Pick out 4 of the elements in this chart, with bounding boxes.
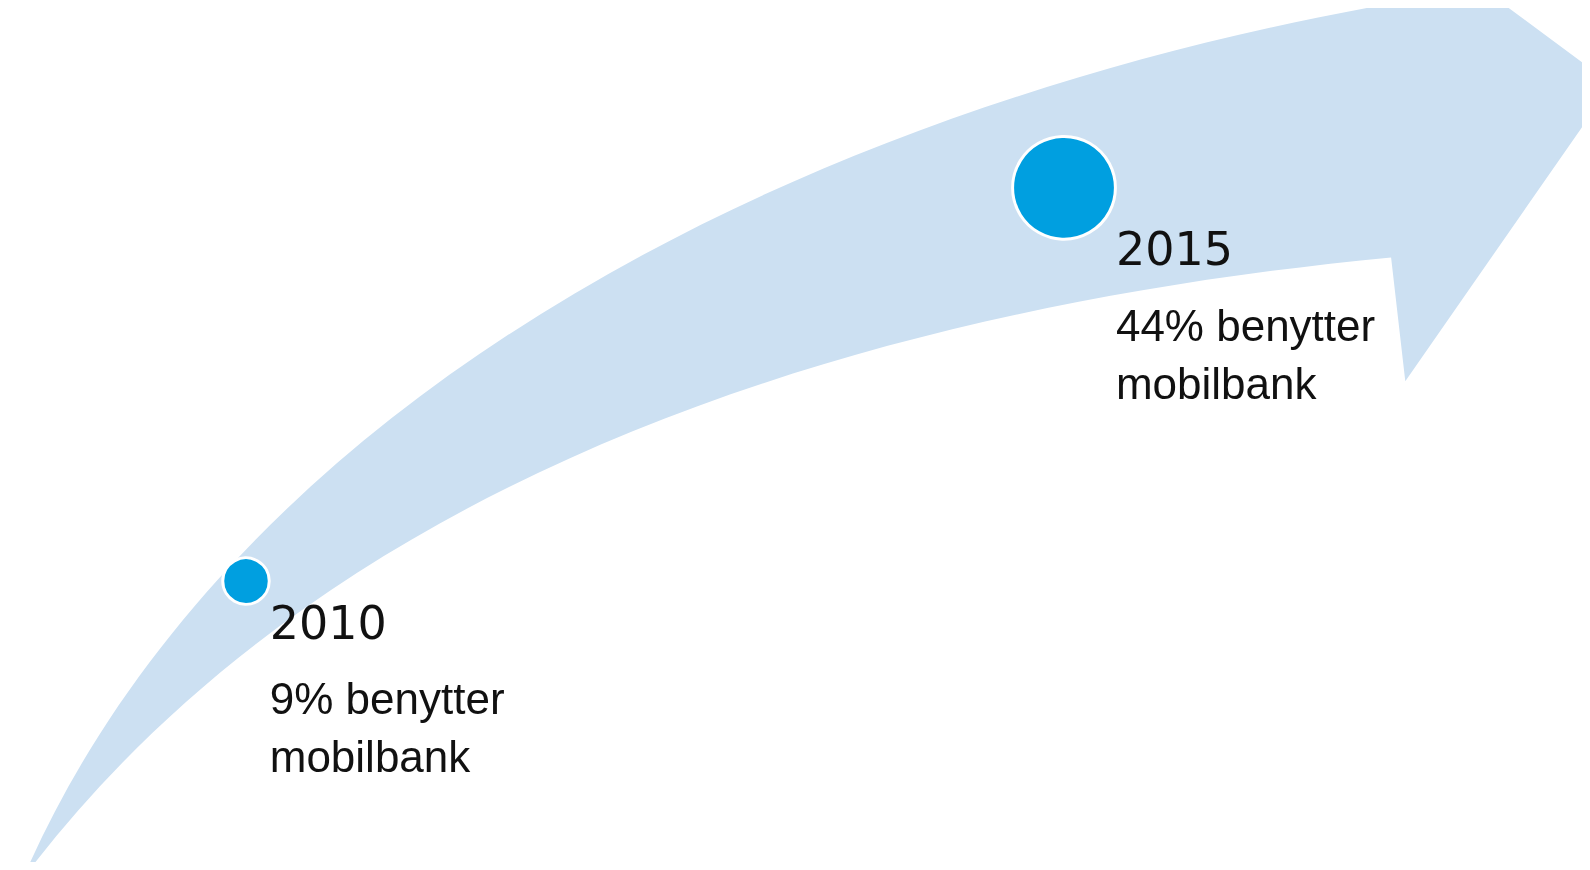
data-label: 44% benytter mobilbank	[1115, 300, 1376, 408]
data-label: 9% benytter mobilbank	[269, 674, 505, 782]
category-label: 2010	[269, 595, 387, 650]
category-label: 2015	[1115, 222, 1233, 277]
